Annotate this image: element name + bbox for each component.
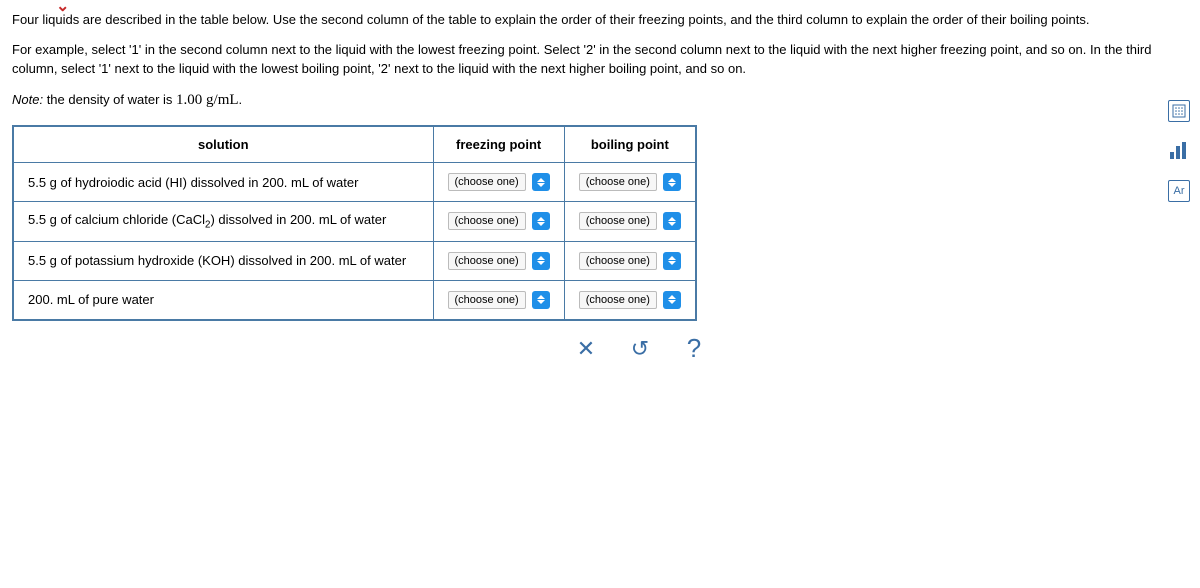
stepper-icon[interactable] [663, 212, 681, 230]
freezing-dropdown[interactable]: (choose one) [448, 173, 550, 191]
dropdown-label: (choose one) [448, 291, 526, 309]
bar-chart-icon [1169, 142, 1189, 160]
boiling-dropdown[interactable]: (choose one) [579, 212, 681, 230]
calculator-icon [1172, 104, 1186, 118]
boiling-dropdown[interactable]: (choose one) [579, 252, 681, 270]
freezing-cell: (choose one) [433, 202, 564, 242]
stepper-icon[interactable] [532, 252, 550, 270]
action-row: ✕ ↺ ? [12, 335, 1188, 363]
solution-text: 5.5 g of potassium hydroxide (KOH) disso… [28, 253, 406, 268]
side-toolbar: Ar [1168, 100, 1190, 202]
table-header-row: solution freezing point boiling point [13, 126, 696, 163]
x-icon: ✕ [577, 336, 595, 362]
header-solution: solution [13, 126, 433, 163]
stepper-icon[interactable] [663, 291, 681, 309]
boiling-dropdown[interactable]: (choose one) [579, 291, 681, 309]
help-icon: ? [687, 333, 701, 364]
stepper-icon[interactable] [663, 252, 681, 270]
dropdown-label: (choose one) [579, 173, 657, 191]
periodic-table-button[interactable]: Ar [1168, 180, 1190, 202]
boiling-cell: (choose one) [564, 241, 696, 280]
calculator-button[interactable] [1168, 100, 1190, 122]
freezing-cell: (choose one) [433, 163, 564, 202]
freezing-cell: (choose one) [433, 241, 564, 280]
solutions-table: solution freezing point boiling point 5.… [12, 125, 697, 321]
reset-icon: ↺ [631, 336, 649, 362]
freezing-dropdown[interactable]: (choose one) [448, 212, 550, 230]
stepper-icon[interactable] [532, 173, 550, 191]
header-freezing: freezing point [433, 126, 564, 163]
density-value: 1.00 g/mL [176, 92, 239, 108]
freezing-cell: (choose one) [433, 280, 564, 320]
solution-text: ) dissolved in 200. mL of water [210, 212, 386, 227]
reset-button[interactable]: ↺ [626, 335, 654, 363]
table-row: 200. mL of pure water (choose one) (choo… [13, 280, 696, 320]
table-row: 5.5 g of hydroiodic acid (HI) dissolved … [13, 163, 696, 202]
solution-text: 200. mL of pure water [28, 292, 154, 307]
solution-cell: 5.5 g of calcium chloride (CaCl2) dissol… [13, 202, 433, 242]
note-text: the density of water is [43, 92, 176, 107]
freezing-dropdown[interactable]: (choose one) [448, 252, 550, 270]
solution-cell: 5.5 g of hydroiodic acid (HI) dissolved … [13, 163, 433, 202]
dropdown-label: (choose one) [579, 291, 657, 309]
instruction-paragraph-1: Four liquids are described in the table … [12, 10, 1152, 30]
ar-icon: Ar [1174, 185, 1185, 197]
dropdown-label: (choose one) [448, 252, 526, 270]
chevron-down-icon: ⌄ [56, 0, 76, 12]
table-row: 5.5 g of potassium hydroxide (KOH) disso… [13, 241, 696, 280]
dropdown-label: (choose one) [448, 173, 526, 191]
freezing-dropdown[interactable]: (choose one) [448, 291, 550, 309]
table-row: 5.5 g of calcium chloride (CaCl2) dissol… [13, 202, 696, 242]
instruction-paragraph-2: For example, select '1' in the second co… [12, 40, 1152, 79]
solution-cell: 5.5 g of potassium hydroxide (KOH) disso… [13, 241, 433, 280]
solution-text: 5.5 g of hydroiodic acid (HI) dissolved … [28, 175, 358, 190]
boiling-cell: (choose one) [564, 202, 696, 242]
clear-button[interactable]: ✕ [572, 335, 600, 363]
dropdown-label: (choose one) [579, 252, 657, 270]
bar-chart-button[interactable] [1168, 140, 1190, 162]
stepper-icon[interactable] [663, 173, 681, 191]
stepper-icon[interactable] [532, 291, 550, 309]
note-label: Note: [12, 92, 43, 107]
header-boiling: boiling point [564, 126, 696, 163]
help-button[interactable]: ? [680, 335, 708, 363]
note-period: . [239, 92, 243, 107]
boiling-cell: (choose one) [564, 163, 696, 202]
solution-text: 5.5 g of calcium chloride (CaCl [28, 212, 205, 227]
boiling-cell: (choose one) [564, 280, 696, 320]
dropdown-label: (choose one) [579, 212, 657, 230]
dropdown-label: (choose one) [448, 212, 526, 230]
boiling-dropdown[interactable]: (choose one) [579, 173, 681, 191]
solution-cell: 200. mL of pure water [13, 280, 433, 320]
instructions-block: Four liquids are described in the table … [12, 10, 1152, 111]
note-line: Note: the density of water is 1.00 g/mL. [12, 89, 1152, 112]
stepper-icon[interactable] [532, 212, 550, 230]
